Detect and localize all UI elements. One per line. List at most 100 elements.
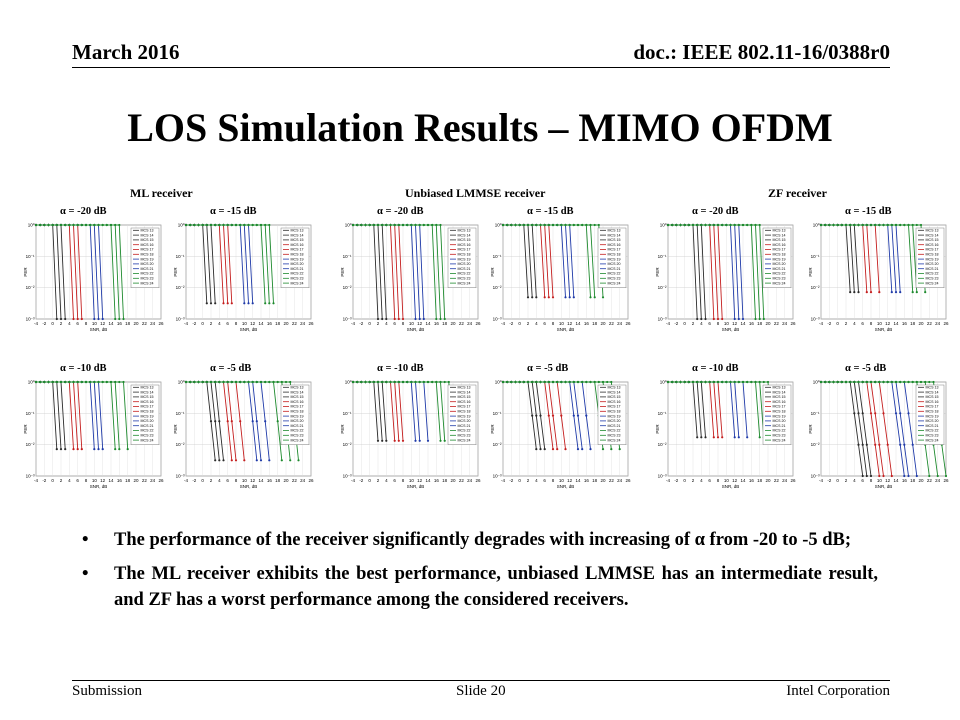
legend-entry: MCS 19 — [926, 414, 939, 418]
per-marker — [360, 380, 363, 384]
per-marker — [105, 223, 108, 227]
y-tick-label: 10⁰ — [495, 223, 502, 228]
per-marker — [907, 474, 910, 478]
legend-entry: MCS 15 — [773, 238, 786, 242]
per-marker — [865, 291, 868, 294]
per-marker — [828, 223, 831, 227]
per-marker — [712, 223, 715, 227]
y-axis-label: PER — [808, 267, 813, 277]
alpha-label: α = -10 dB — [60, 363, 107, 374]
per-marker — [406, 380, 409, 384]
per-marker — [97, 448, 100, 451]
x-tick-label: -4 — [351, 478, 355, 483]
per-marker — [197, 223, 200, 227]
legend-entry: MCS 21 — [458, 424, 471, 428]
legend-entry: MCS 14 — [458, 390, 471, 394]
per-marker — [857, 443, 860, 446]
per-marker — [589, 448, 592, 451]
per-marker — [376, 223, 380, 227]
x-tick-label: 12 — [732, 321, 738, 326]
x-tick-label: 18 — [125, 321, 131, 326]
x-tick-label: 0 — [201, 321, 204, 326]
per-marker — [209, 380, 213, 384]
x-tick-label: 8 — [717, 321, 720, 326]
per-marker — [679, 223, 682, 227]
per-marker — [733, 436, 736, 439]
per-marker — [435, 317, 438, 321]
per-marker — [543, 448, 546, 451]
y-tick-label: 10⁻² — [176, 285, 185, 290]
x-tick-label: 22 — [459, 321, 465, 326]
per-marker — [59, 448, 63, 451]
per-marker — [903, 474, 906, 478]
per-marker — [506, 223, 509, 227]
legend-entry: MCS 23 — [141, 277, 154, 281]
x-tick-label: 26 — [943, 321, 949, 326]
per-marker — [547, 296, 550, 299]
alpha-label: α = -5 dB — [845, 363, 886, 374]
x-tick-label: 14 — [740, 478, 746, 483]
per-marker — [869, 291, 873, 294]
per-marker — [234, 380, 238, 384]
x-tick-label: 26 — [475, 478, 481, 483]
per-marker — [55, 223, 58, 227]
per-marker — [55, 448, 58, 451]
per-marker — [431, 380, 434, 384]
x-tick-label: 14 — [425, 321, 431, 326]
per-marker — [543, 223, 546, 227]
per-marker — [844, 223, 848, 227]
x-tick-label: 4 — [68, 321, 71, 326]
per-marker — [581, 380, 584, 384]
legend-entry: MCS 24 — [926, 438, 939, 442]
per-marker — [899, 443, 902, 446]
per-marker — [501, 223, 505, 227]
per-marker — [101, 317, 104, 321]
per-marker — [683, 223, 686, 227]
legend-entry: MCS 16 — [608, 243, 621, 247]
per-marker — [551, 223, 555, 227]
per-marker — [364, 380, 367, 384]
per-marker — [861, 412, 864, 415]
per-marker — [51, 380, 54, 384]
per-marker — [691, 380, 695, 384]
x-tick-label: -4 — [34, 478, 38, 483]
x-tick-label: 16 — [584, 478, 590, 483]
y-tick-label: 10⁻¹ — [493, 254, 502, 259]
per-marker — [572, 380, 575, 384]
y-tick-label: 10⁻¹ — [658, 411, 667, 416]
x-tick-label: 24 — [935, 478, 941, 483]
per-marker — [368, 223, 371, 227]
per-marker — [597, 380, 600, 384]
per-marker — [766, 380, 770, 384]
x-tick-label: 26 — [790, 321, 796, 326]
y-tick-label: 10⁻³ — [493, 474, 502, 479]
per-marker — [535, 223, 538, 227]
per-marker — [84, 380, 88, 384]
per-marker — [919, 380, 923, 384]
per-marker — [68, 380, 71, 384]
x-tick-label: 18 — [757, 478, 763, 483]
x-tick-label: 14 — [893, 321, 899, 326]
per-marker — [218, 420, 221, 423]
per-marker — [272, 302, 275, 305]
x-tick-label: 6 — [393, 321, 396, 326]
x-tick-label: -2 — [192, 321, 196, 326]
per-marker — [247, 223, 250, 227]
x-tick-label: 20 — [133, 321, 139, 326]
y-tick-label: 10⁻¹ — [343, 254, 352, 259]
x-tick-label: 4 — [218, 478, 221, 483]
per-marker — [581, 448, 584, 451]
legend-box — [280, 384, 310, 445]
per-marker — [547, 414, 550, 417]
per-chart-panel: α = -5 dB-4 -2 0 2 4 6 8 10 12 14 16 18 20 22 24 2610⁰1… — [490, 363, 631, 489]
per-marker — [414, 380, 417, 384]
per-marker — [381, 380, 384, 384]
per-marker — [381, 317, 384, 321]
x-tick-label: 26 — [790, 478, 796, 483]
per-marker — [80, 317, 83, 321]
legend-entry: MCS 19 — [141, 257, 154, 261]
per-marker — [696, 223, 699, 227]
legend-entry: MCS 19 — [458, 414, 471, 418]
y-tick-label: 10⁻² — [658, 442, 667, 447]
per-marker — [34, 380, 38, 384]
